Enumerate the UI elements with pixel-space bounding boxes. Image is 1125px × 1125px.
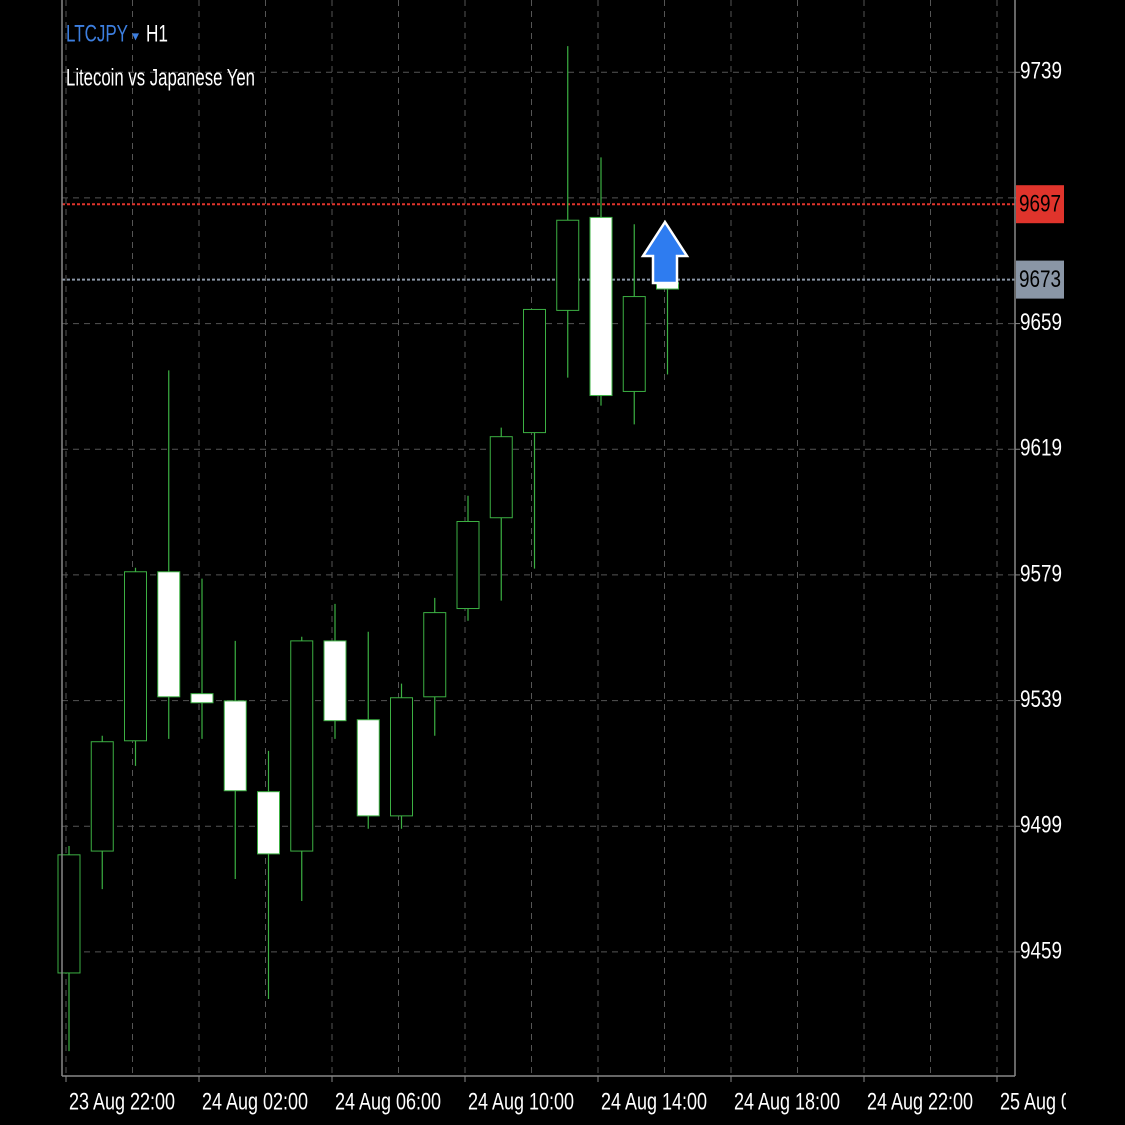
candle-body [589,216,613,397]
candle-body [423,612,447,698]
candle-body [190,693,214,704]
candle-body [223,700,247,792]
price-badge [1016,260,1064,299]
x-tick-label: 23 Aug 22:00 [69,1088,175,1115]
candle-body [622,296,646,392]
x-tick-label: 24 Aug 14:00 [601,1088,707,1115]
x-tick-label: 25 Aug 02:00 [1000,1088,1106,1115]
x-axis-labels: 23 Aug 22:00 24 Aug 02:00 24 Aug 06:00 24 A… [69,1088,1106,1115]
candle-body [90,741,114,852]
price-badge-label: 9673 [1019,266,1061,293]
y-tick-label: 9499 [1020,812,1062,839]
candle-body [124,571,147,742]
candle-body [390,697,413,817]
candle-body [456,521,480,610]
candle-body [556,219,580,311]
candle-body [57,854,81,974]
axis-labels: 9459949995399579961996599699973996979673 [1016,58,1064,964]
chart-title: Litecoin vs Japanese Yen [66,64,255,91]
y-tick-label: 9459 [1020,937,1062,964]
x-tick-label: 24 Aug 02:00 [202,1088,308,1115]
candle-body [157,571,181,698]
x-tick-label: 24 Aug 18:00 [734,1088,840,1115]
signal-arrow [640,219,690,285]
candle-body [523,308,546,434]
candle-body [489,436,513,519]
candle-body [323,640,347,722]
buy-arrow [640,219,690,285]
candle-body [356,719,380,817]
candles [57,46,679,1052]
symbol[interactable]: LTCJPY [66,20,128,47]
y-tick-label: 9539 [1020,686,1062,713]
y-tick-label: 9659 [1020,309,1062,336]
y-tick-label: 9739 [1020,58,1062,85]
y-tick-label: 9579 [1020,560,1062,587]
x-tick-label: 24 Aug 10:00 [468,1088,574,1115]
candle-body [257,791,280,855]
price-badge [1016,185,1064,224]
price-badge-label: 9697 [1019,191,1061,218]
y-tick-label: 9619 [1020,435,1062,462]
x-tick-label: 24 Aug 06:00 [335,1088,441,1115]
symbol-menu[interactable]: ▾ [132,28,139,44]
price-lines [62,203,1015,281]
candle-body [290,640,314,852]
x-tick-label: 24 Aug 22:00 [867,1088,973,1115]
timeframe: H1 [146,20,168,47]
